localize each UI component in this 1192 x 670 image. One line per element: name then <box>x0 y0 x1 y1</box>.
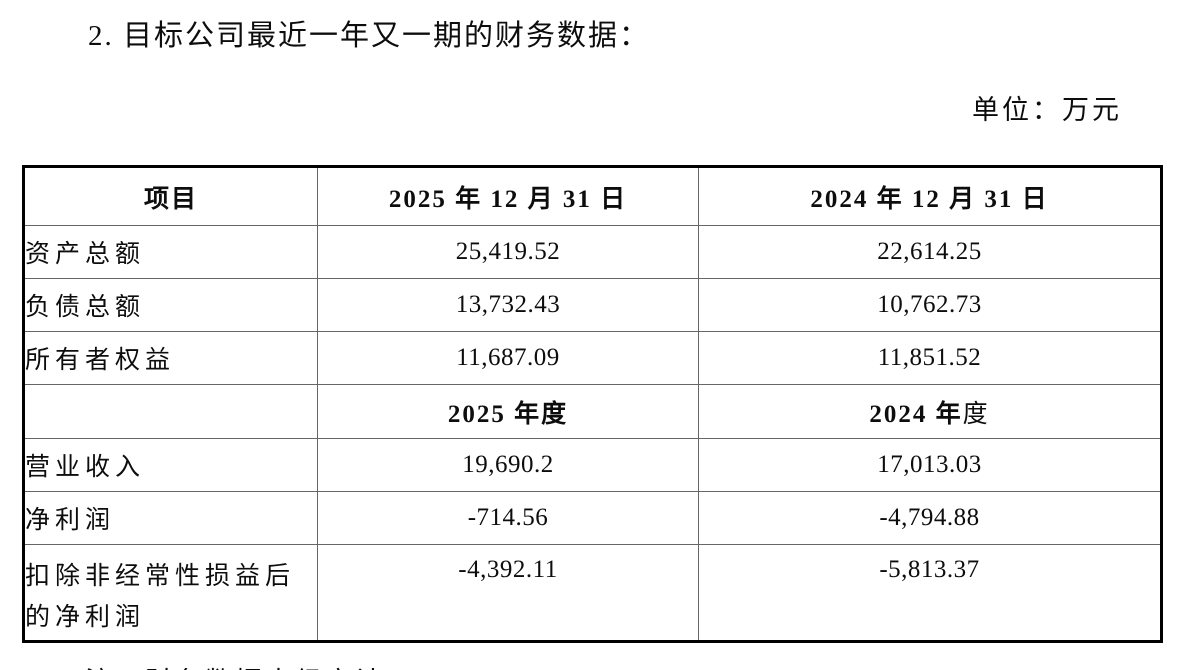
value-2025: -4,392.11 <box>317 544 699 642</box>
table-row-net-profit: 净利润 -714.56 -4,794.88 <box>23 491 1162 545</box>
row-label: 负债总额 <box>23 278 318 332</box>
financial-data-table: 项目 2025 年 12 月 31 日 2024 年 12 月 31 日 资产总… <box>22 165 1163 643</box>
value-2024: 17,013.03 <box>698 438 1162 492</box>
value-2025: -714.56 <box>317 491 699 545</box>
value-2025: 11,687.09 <box>317 331 699 385</box>
value-2024: 22,614.25 <box>698 225 1162 279</box>
row-label: 净利润 <box>23 491 318 545</box>
table-row-operating-revenue: 营业收入 19,690.2 17,013.03 <box>23 438 1162 492</box>
row-label: 所有者权益 <box>23 331 318 385</box>
value-2025: 13,732.43 <box>317 278 699 332</box>
header-date-2025: 2025 年 12 月 31 日 <box>317 166 699 226</box>
header-item: 项目 <box>23 166 318 226</box>
value-2024: -5,813.37 <box>698 544 1162 642</box>
period-2025: 2025 年度 <box>317 384 699 439</box>
value-2024: 11,851.52 <box>698 331 1162 385</box>
value-2024: 10,762.73 <box>698 278 1162 332</box>
period-2024: 2024 年度 <box>698 384 1162 439</box>
table-period-header-row: 2025 年度 2024 年度 <box>23 384 1162 439</box>
table-row-total-liabilities: 负债总额 13,732.43 10,762.73 <box>23 278 1162 332</box>
table-row-owners-equity: 所有者权益 11,687.09 11,851.52 <box>23 331 1162 385</box>
table-row-total-assets: 资产总额 25,419.52 22,614.25 <box>23 225 1162 279</box>
row-label: 营业收入 <box>23 438 318 492</box>
period-2024-year: 2024 年 <box>869 400 963 428</box>
table-header-row: 项目 2025 年 12 月 31 日 2024 年 12 月 31 日 <box>23 166 1162 226</box>
table-row-net-profit-excl-nonrecurring: 扣除非经常性损益后的净利润 -4,392.11 -5,813.37 <box>23 544 1162 642</box>
value-2024: -4,794.88 <box>698 491 1162 545</box>
header-date-2024: 2024 年 12 月 31 日 <box>698 166 1162 226</box>
row-label: 扣除非经常性损益后的净利润 <box>23 544 318 642</box>
footnote: 注：财务数据未经审计。 <box>0 643 1192 670</box>
period-empty-cell <box>23 384 318 439</box>
row-label: 资产总额 <box>23 225 318 279</box>
unit-label: 单位：万元 <box>972 95 1122 125</box>
value-2025: 25,419.52 <box>317 225 699 279</box>
section-title: 2. 目标公司最近一年又一期的财务数据： <box>88 20 651 52</box>
value-2025: 19,690.2 <box>317 438 699 492</box>
period-2024-suffix: 度 <box>962 400 990 428</box>
